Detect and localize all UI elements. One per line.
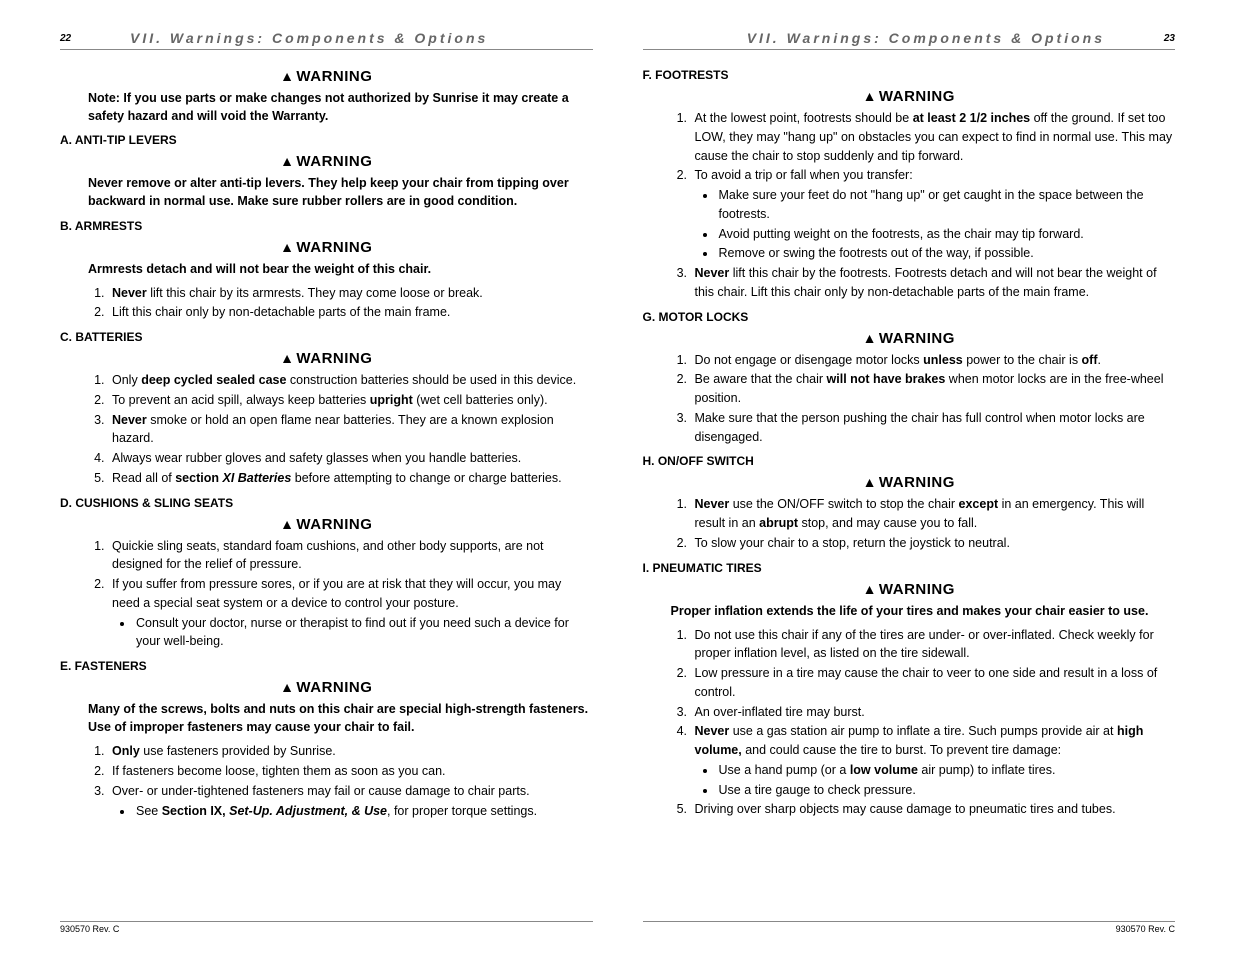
footer-right: 930570 Rev. C	[643, 921, 1176, 934]
warning-heading: WARNING	[60, 679, 593, 696]
list-item: Low pressure in a tire may cause the cha…	[691, 664, 1176, 702]
list-item: If fasteners become loose, tighten them …	[108, 762, 593, 781]
list-item: Driving over sharp objects may cause dam…	[691, 800, 1176, 819]
page-number-left: 22	[60, 33, 110, 44]
list-item: Never use a gas station air pump to infl…	[691, 722, 1176, 799]
bullet-item: See Section IX, Set-Up. Adjustment, & Us…	[134, 802, 593, 821]
warning-heading: WARNING	[60, 153, 593, 170]
subsection-a-title: A. ANTI-TIP LEVERS	[60, 133, 593, 147]
warning-heading: WARNING	[60, 516, 593, 533]
subsection-b-note: Armrests detach and will not bear the we…	[60, 260, 593, 278]
list-item: At the lowest point, footrests should be…	[691, 109, 1176, 165]
bullet-item: Avoid putting weight on the footrests, a…	[717, 225, 1176, 244]
right-page: VII. Warnings: Components & Options 23 F…	[618, 30, 1201, 934]
bullet-item: Make sure your feet do not "hang up" or …	[717, 186, 1176, 224]
list-item: Make sure that the person pushing the ch…	[691, 409, 1176, 447]
list-item: Do not engage or disengage motor locks u…	[691, 351, 1176, 370]
nested-bullets: Use a hand pump (or a low volume air pum…	[695, 761, 1176, 800]
list-item: To slow your chair to a stop, return the…	[691, 534, 1176, 553]
list-item: Never smoke or hold an open flame near b…	[108, 411, 593, 449]
list-item: Always wear rubber gloves and safety gla…	[108, 449, 593, 468]
subsection-c-list: Only deep cycled sealed case constructio…	[60, 371, 593, 488]
header-bar-right: VII. Warnings: Components & Options 23	[643, 30, 1176, 50]
bullet-item: Use a tire gauge to check pressure.	[717, 781, 1176, 800]
section-title-right: VII. Warnings: Components & Options	[643, 30, 1126, 46]
subsection-i-title: I. PNEUMATIC TIRES	[643, 561, 1176, 575]
warning-heading: WARNING	[643, 88, 1176, 105]
subsection-i-note: Proper inflation extends the life of you…	[643, 602, 1176, 620]
subsection-g-list: Do not engage or disengage motor locks u…	[643, 351, 1176, 447]
bullet-item: Use a hand pump (or a low volume air pum…	[717, 761, 1176, 780]
list-item: Only deep cycled sealed case constructio…	[108, 371, 593, 390]
subsection-h-title: H. ON/OFF SWITCH	[643, 454, 1176, 468]
subsection-b-list: Never lift this chair by its armrests. T…	[60, 284, 593, 323]
list-item: To avoid a trip or fall when you transfe…	[691, 166, 1176, 263]
warning-heading: WARNING	[643, 330, 1176, 347]
nested-bullets: Make sure your feet do not "hang up" or …	[695, 186, 1176, 263]
page-number-right: 23	[1125, 33, 1175, 44]
list-item: Be aware that the chair will not have br…	[691, 370, 1176, 408]
list-item: Over- or under-tightened fasteners may f…	[108, 782, 593, 821]
list-item: Never lift this chair by the footrests. …	[691, 264, 1176, 302]
subsection-a-note: Never remove or alter anti-tip levers. T…	[60, 174, 593, 210]
subsection-i-list: Do not use this chair if any of the tire…	[643, 626, 1176, 820]
intro-note: Note: If you use parts or make changes n…	[60, 89, 593, 125]
nested-bullets: Consult your doctor, nurse or therapist …	[112, 614, 593, 652]
list-item: To prevent an acid spill, always keep ba…	[108, 391, 593, 410]
warning-heading: WARNING	[60, 239, 593, 256]
warning-heading: WARNING	[60, 350, 593, 367]
bullet-item: Remove or swing the footrests out of the…	[717, 244, 1176, 263]
warning-heading: WARNING	[643, 581, 1176, 598]
section-title-left: VII. Warnings: Components & Options	[110, 30, 593, 46]
list-item: Do not use this chair if any of the tire…	[691, 626, 1176, 664]
subsection-h-list: Never use the ON/OFF switch to stop the …	[643, 495, 1176, 552]
subsection-c-title: C. BATTERIES	[60, 330, 593, 344]
footer-left: 930570 Rev. C	[60, 921, 593, 934]
subsection-e-list: Only use fasteners provided by Sunrise. …	[60, 742, 593, 820]
subsection-f-list: At the lowest point, footrests should be…	[643, 109, 1176, 302]
subsection-d-title: D. CUSHIONS & SLING SEATS	[60, 496, 593, 510]
list-item: Never lift this chair by its armrests. T…	[108, 284, 593, 303]
subsection-e-note: Many of the screws, bolts and nuts on th…	[60, 700, 593, 736]
list-item: An over-inflated tire may burst.	[691, 703, 1176, 722]
bullet-item: Consult your doctor, nurse or therapist …	[134, 614, 593, 652]
page-spread: 22 VII. Warnings: Components & Options W…	[0, 0, 1235, 954]
subsection-d-list: Quickie sling seats, standard foam cushi…	[60, 537, 593, 652]
warning-heading: WARNING	[60, 68, 593, 85]
header-bar-left: 22 VII. Warnings: Components & Options	[60, 30, 593, 50]
list-item: Only use fasteners provided by Sunrise.	[108, 742, 593, 761]
list-item: Never use the ON/OFF switch to stop the …	[691, 495, 1176, 533]
list-item: Read all of section XI Batteries before …	[108, 469, 593, 488]
list-item: If you suffer from pressure sores, or if…	[108, 575, 593, 651]
subsection-f-title: F. FOOTRESTS	[643, 68, 1176, 82]
subsection-e-title: E. FASTENERS	[60, 659, 593, 673]
list-item: Quickie sling seats, standard foam cushi…	[108, 537, 593, 575]
nested-bullets: See Section IX, Set-Up. Adjustment, & Us…	[112, 802, 593, 821]
left-page: 22 VII. Warnings: Components & Options W…	[35, 30, 618, 934]
warning-heading: WARNING	[643, 474, 1176, 491]
subsection-g-title: G. MOTOR LOCKS	[643, 310, 1176, 324]
list-item: Lift this chair only by non-detachable p…	[108, 303, 593, 322]
subsection-b-title: B. ARMRESTS	[60, 219, 593, 233]
